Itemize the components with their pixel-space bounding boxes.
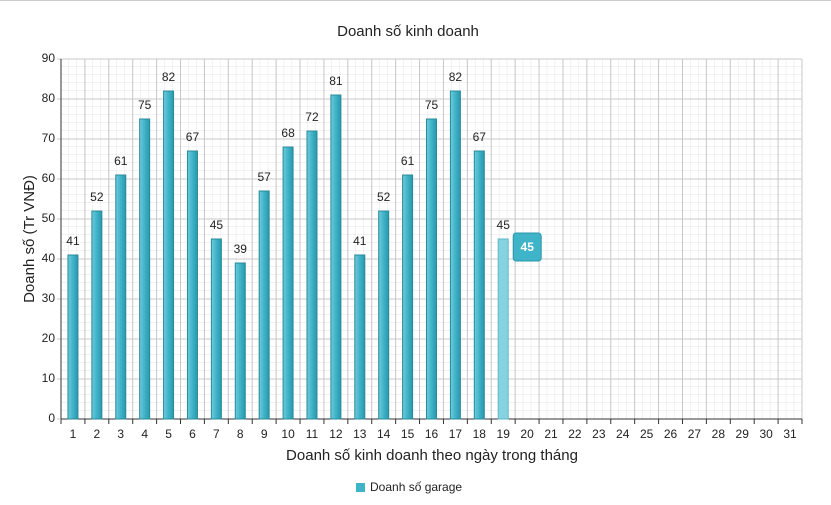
bar [354, 254, 366, 420]
bar [210, 238, 222, 420]
data-label: 52 [90, 190, 104, 204]
x-tick-label: 30 [759, 427, 773, 441]
data-label: 41 [66, 234, 80, 248]
data-label: 75 [138, 98, 152, 112]
x-tick-label: 12 [329, 427, 343, 441]
legend-swatch [356, 483, 365, 492]
y-tick-label: 80 [42, 91, 56, 105]
x-axis-label: Doanh số kinh doanh theo ngày trong thán… [286, 447, 578, 464]
bar [473, 150, 485, 420]
bar [258, 190, 270, 420]
x-tick-label: 3 [117, 427, 124, 441]
x-tick-label: 24 [616, 427, 630, 441]
data-label: 45 [497, 218, 511, 232]
data-label: 75 [425, 98, 439, 112]
x-tick-label: 28 [712, 427, 726, 441]
x-tick-label: 19 [497, 427, 511, 441]
legend-label: Doanh số garage [370, 480, 462, 494]
data-label: 41 [353, 234, 367, 248]
bar [330, 94, 342, 420]
x-tick-label: 16 [425, 427, 439, 441]
data-label: 39 [234, 242, 248, 256]
x-tick-label: 8 [237, 427, 244, 441]
x-tick-label: 6 [189, 427, 196, 441]
bar [163, 90, 175, 420]
data-label: 81 [329, 74, 343, 88]
data-label: 82 [162, 70, 176, 84]
data-label: 61 [114, 154, 128, 168]
x-tick-label: 7 [213, 427, 220, 441]
x-tick-label: 26 [664, 427, 678, 441]
data-label: 45 [210, 218, 224, 232]
y-tick-label: 60 [42, 171, 56, 185]
x-tick-label: 27 [688, 427, 702, 441]
x-tick-label: 10 [281, 427, 295, 441]
bar [497, 238, 509, 420]
data-label: 57 [257, 170, 271, 184]
y-tick-label: 70 [42, 131, 56, 145]
data-label: 67 [186, 130, 200, 144]
data-label: 52 [377, 190, 391, 204]
x-tick-label: 11 [306, 427, 319, 441]
x-tick-label: 18 [473, 427, 487, 441]
x-tick-label: 4 [141, 427, 148, 441]
x-tick-label: 31 [783, 427, 797, 441]
bar [139, 118, 151, 420]
x-tick-label: 17 [449, 427, 463, 441]
x-tick-label: 21 [544, 427, 558, 441]
x-tick-label: 29 [736, 427, 750, 441]
bar [426, 118, 437, 420]
x-tick-label: 15 [401, 427, 415, 441]
bar [67, 254, 79, 420]
data-label: 72 [305, 110, 319, 124]
bar [115, 174, 127, 420]
bar [402, 174, 414, 420]
top-border [0, 0, 831, 1]
data-label: 82 [449, 70, 463, 84]
y-tick-label: 20 [42, 331, 56, 345]
y-axis-label: Doanh số (Tr VNĐ) [21, 175, 38, 303]
x-tick-label: 13 [353, 427, 367, 441]
bar [282, 146, 294, 420]
x-tick-label: 20 [520, 427, 534, 441]
y-tick-label: 10 [42, 371, 56, 385]
bar [449, 90, 461, 420]
bar [234, 262, 246, 420]
y-tick-label: 50 [42, 211, 56, 225]
x-tick-label: 9 [261, 427, 268, 441]
bar [378, 210, 390, 420]
data-label: 67 [473, 130, 487, 144]
tooltip-text: 45 [521, 240, 535, 254]
bar [91, 210, 103, 420]
data-label: 61 [401, 154, 415, 168]
data-label: 68 [281, 126, 295, 140]
x-tick-label: 2 [94, 427, 101, 441]
tooltip [512, 232, 542, 262]
x-tick-label: 14 [377, 427, 391, 441]
x-tick-label: 23 [592, 427, 606, 441]
x-tick-label: 22 [568, 427, 582, 441]
bar [306, 130, 318, 420]
x-tick-label: 25 [640, 427, 654, 441]
x-tick-label: 1 [70, 427, 77, 441]
y-tick-label: 0 [48, 411, 55, 425]
bar [186, 150, 198, 420]
x-tick-label: 5 [165, 427, 172, 441]
y-tick-label: 40 [42, 251, 56, 265]
chart-title: Doanh số kinh doanh [337, 23, 479, 40]
y-tick-label: 90 [42, 51, 56, 65]
y-tick-label: 30 [42, 291, 56, 305]
